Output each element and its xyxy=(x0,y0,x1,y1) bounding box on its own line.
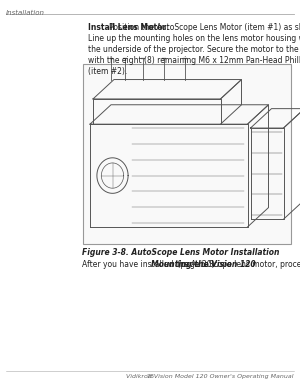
Text: Position the AutoScope Lens Motor (item #1) as shown in Figure 3-8.: Position the AutoScope Lens Motor (item … xyxy=(109,23,300,32)
Bar xyxy=(82,64,291,244)
Text: (page 30).: (page 30). xyxy=(175,260,217,269)
Text: 28: 28 xyxy=(146,374,154,379)
Text: Installation: Installation xyxy=(6,10,45,16)
Text: (item #2).: (item #2). xyxy=(88,67,128,76)
Text: Install Lens Motor:: Install Lens Motor: xyxy=(88,23,170,32)
Text: Figure 3-8. AutoScope Lens Motor Installation: Figure 3-8. AutoScope Lens Motor Install… xyxy=(82,248,280,256)
Text: After you have installed the AutoScope lens motor, proceed with: After you have installed the AutoScope l… xyxy=(82,260,300,269)
Text: Mounting the Vision 120: Mounting the Vision 120 xyxy=(151,260,255,269)
Text: Line up the mounting holes on the lens motor housing with those on: Line up the mounting holes on the lens m… xyxy=(88,34,300,43)
Text: with the eight (8) remaining M6 x 12mm Pan-Head Phillips screws: with the eight (8) remaining M6 x 12mm P… xyxy=(88,56,300,65)
Text: the underside of the projector. Secure the motor to the projector: the underside of the projector. Secure t… xyxy=(88,45,300,54)
Text: Vidikron Vision Model 120 Owner's Operating Manual: Vidikron Vision Model 120 Owner's Operat… xyxy=(127,374,294,379)
